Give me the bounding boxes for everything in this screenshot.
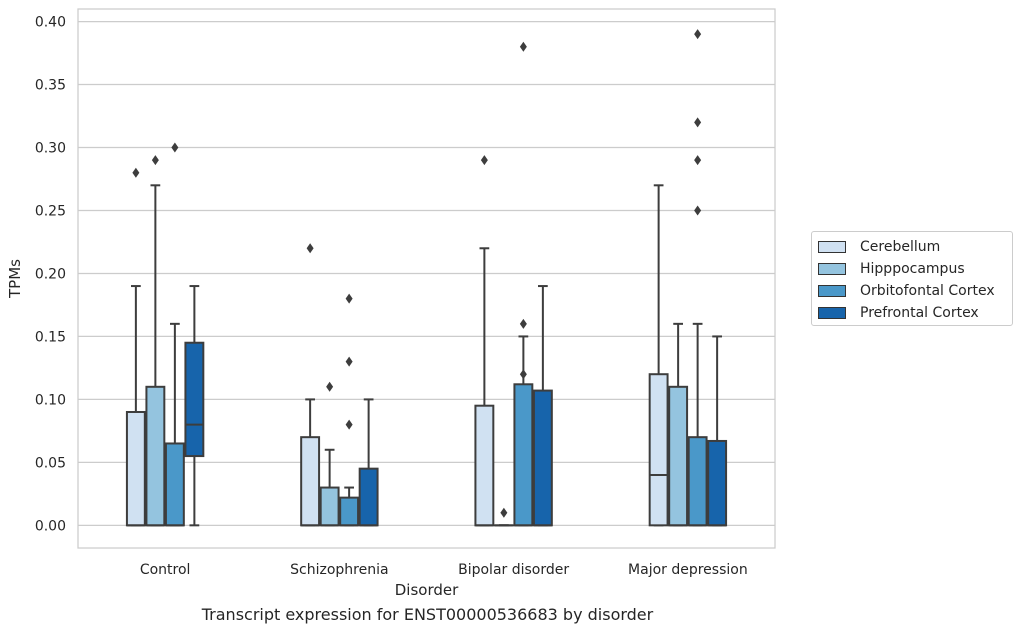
- box: [339, 496, 360, 527]
- box: [687, 436, 708, 527]
- box-group: [184, 285, 205, 527]
- box-group: [300, 398, 321, 527]
- x-tick-label: Bipolar disorder: [458, 562, 569, 578]
- flier-point: [151, 155, 159, 166]
- legend-swatch-orbitofrontal: [818, 285, 846, 297]
- x-tick-label: Major depression: [628, 562, 748, 578]
- plot-frame: [77, 8, 776, 549]
- legend-item-cerebellum: Cerebellum: [818, 236, 940, 258]
- box: [707, 439, 728, 527]
- x-tick-label: Schizophrenia: [290, 562, 388, 578]
- legend-label-orbitofrontal: Orbitofontal Cortex: [860, 283, 995, 299]
- box-group: [687, 322, 708, 527]
- flier-point: [519, 318, 527, 329]
- x-tick-labels: Control Schizophrenia Bipolar disorder Majo…: [140, 562, 748, 578]
- box-group: [145, 184, 166, 527]
- legend-label-cerebellum: Cerebellum: [860, 239, 941, 255]
- flier-point: [694, 29, 702, 40]
- legend-item-prefrontal: Prefrontal Cortex: [818, 302, 979, 324]
- box: [319, 486, 340, 527]
- box: [358, 467, 379, 527]
- y-tick-label: 0.15: [35, 329, 66, 345]
- legend-swatch-prefrontal: [818, 307, 846, 319]
- y-tick-label: 0.40: [35, 15, 66, 31]
- flier-point: [519, 369, 527, 380]
- box: [668, 385, 689, 527]
- box: [513, 383, 534, 527]
- legend-item-hippocampus: Hipppocampus: [818, 258, 965, 280]
- box-group: [319, 448, 340, 527]
- legend-label-prefrontal: Prefrontal Cortex: [860, 305, 979, 321]
- flier-point: [171, 142, 179, 153]
- box-group: [358, 398, 379, 527]
- box: [184, 341, 205, 458]
- flier-point: [694, 155, 702, 166]
- box: [474, 404, 495, 527]
- y-tick-label: 0.25: [35, 203, 66, 219]
- flier-point: [500, 507, 508, 518]
- box-group: [648, 184, 669, 527]
- flier-point: [694, 205, 702, 216]
- flier-point: [132, 167, 140, 178]
- y-tick-label: 0.30: [35, 141, 66, 157]
- box: [164, 442, 185, 527]
- legend-swatch-hippocampus: [818, 263, 846, 275]
- fliers-layer: [132, 29, 702, 518]
- box-group: [474, 247, 495, 527]
- box: [300, 436, 321, 527]
- box-group: [707, 335, 728, 527]
- y-tick-label: 0.05: [35, 455, 66, 471]
- flier-point: [326, 381, 334, 392]
- legend-item-orbitofrontal: Orbitofontal Cortex: [818, 280, 995, 302]
- flier-point: [306, 243, 314, 254]
- flier-point: [480, 155, 488, 166]
- legend-label-hippocampus: Hipppocampus: [860, 261, 965, 277]
- box-group: [668, 322, 689, 527]
- y-tick-label: 0.10: [35, 392, 66, 408]
- y-tick-label: 0.35: [35, 78, 66, 94]
- box: [145, 385, 166, 527]
- flier-point: [519, 41, 527, 52]
- flier-point: [694, 117, 702, 128]
- flier-point: [345, 356, 353, 367]
- box: [532, 389, 553, 527]
- box-group: [125, 285, 146, 527]
- box-group: [339, 486, 360, 527]
- flier-point: [345, 293, 353, 304]
- x-axis-label: Disorder: [395, 581, 459, 599]
- legend-swatch-cerebellum: [818, 241, 846, 253]
- box-group: [164, 322, 185, 527]
- chart-title: Transcript expression for ENST0000053668…: [201, 605, 654, 624]
- y-tick-label: 0.00: [35, 518, 66, 534]
- box-group: [532, 285, 553, 527]
- box: [648, 373, 669, 527]
- legend: Cerebellum Hipppocampus Orbitofontal Cor…: [811, 231, 1013, 326]
- flier-point: [345, 419, 353, 430]
- y-tick-labels: 0.00 0.05 0.10 0.15 0.20 0.25 0.30 0.35 0.40: [35, 15, 66, 535]
- box-group: [513, 335, 534, 527]
- y-axis-label: TPMs: [6, 259, 24, 299]
- box: [125, 410, 146, 527]
- boxes-layer: [125, 184, 728, 527]
- x-tick-label: Control: [140, 562, 191, 578]
- y-tick-label: 0.20: [35, 266, 66, 282]
